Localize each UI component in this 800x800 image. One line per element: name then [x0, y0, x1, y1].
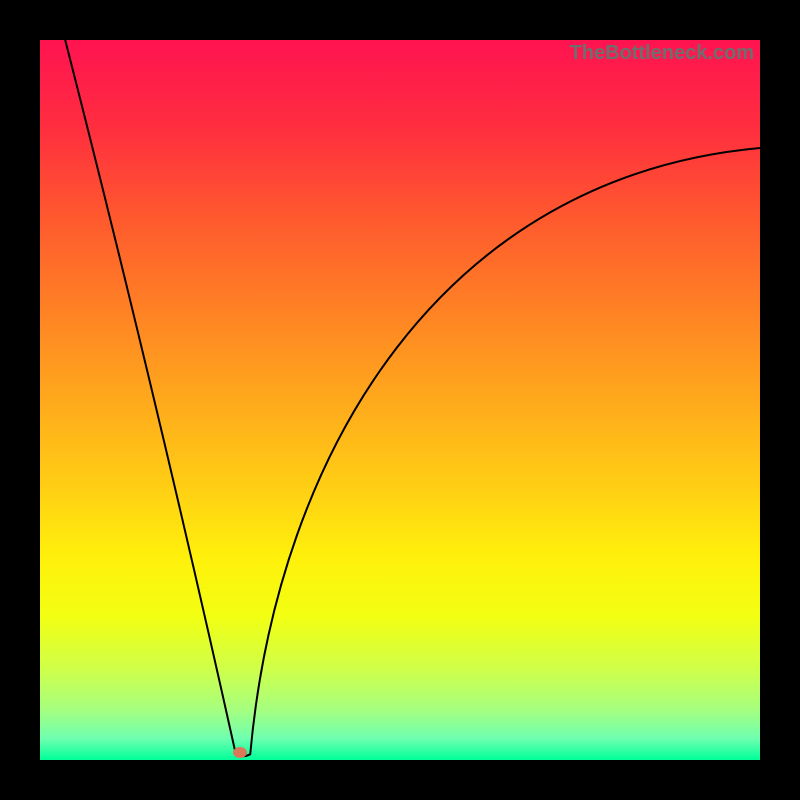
chart-container: TheBottleneck.com: [0, 0, 800, 800]
plot-area: TheBottleneck.com: [40, 40, 760, 760]
curve-svg: [40, 40, 760, 760]
bottleneck-curve: [65, 40, 760, 756]
